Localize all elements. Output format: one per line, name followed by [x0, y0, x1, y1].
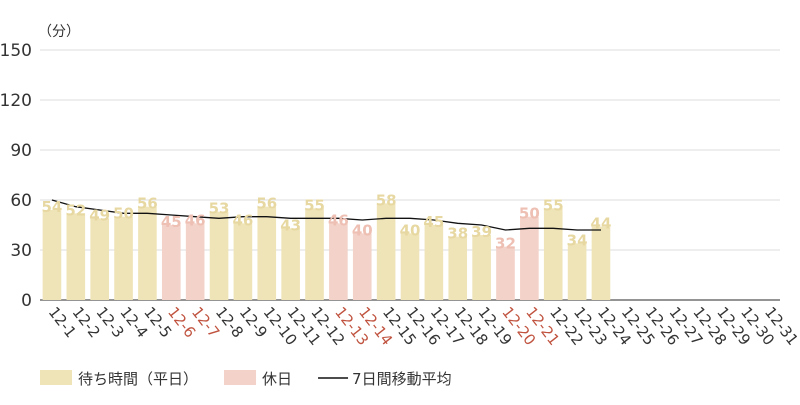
legend-label: 7日間移動平均 — [352, 370, 452, 388]
bar-value-label: 40 — [400, 221, 421, 239]
bar-value-label: 39 — [471, 223, 492, 241]
weekday-bar — [376, 203, 396, 300]
y-axis-ticks: 0 30 60 90 120 150 — [0, 41, 32, 311]
weekday-bar — [591, 226, 611, 300]
bar-value-label: 56 — [256, 195, 277, 213]
bar-value-label: 46 — [328, 211, 349, 229]
bars — [42, 203, 611, 300]
weekday-bar — [257, 206, 277, 300]
weekday-bar — [400, 233, 420, 300]
y-tick-label: 150 — [0, 41, 32, 61]
bar-value-label: 46 — [232, 211, 253, 229]
weekday-bar — [114, 216, 133, 300]
bar-value-label: 44 — [591, 215, 612, 233]
holiday-bar — [352, 233, 372, 300]
y-tick-label: 90 — [10, 141, 32, 161]
weekday-bar — [305, 208, 324, 300]
weekday-bar — [424, 225, 444, 300]
holiday-bar — [185, 223, 205, 300]
legend-swatch — [224, 370, 257, 385]
bar-value-label: 38 — [447, 225, 468, 243]
legend-swatch — [40, 370, 72, 385]
y-tick-label: 120 — [0, 91, 32, 111]
weekday-bar — [567, 243, 587, 300]
legend: 待ち時間（平日） 休日 7日間移動平均 — [40, 370, 452, 388]
weekday-bar — [138, 206, 157, 300]
y-tick-label: 30 — [10, 241, 32, 261]
weekday-bar — [209, 211, 229, 300]
legend-label: 待ち時間（平日） — [78, 370, 198, 388]
x-axis-labels: 12-112-212-312-412-512-612-712-812-912-1… — [45, 303, 800, 348]
holiday-bar — [161, 225, 181, 300]
bar-value-label: 34 — [567, 231, 588, 249]
holiday-bar — [496, 246, 515, 300]
bar-value-label: 40 — [352, 221, 373, 239]
y-tick-label: 60 — [10, 191, 32, 211]
bar-value-label: 50 — [113, 205, 134, 223]
holiday-bar — [520, 216, 539, 300]
bar-value-label: 55 — [304, 196, 325, 214]
bar-value-label: 56 — [137, 195, 158, 213]
weekday-bar — [543, 208, 563, 300]
bar-value-label: 43 — [280, 216, 301, 234]
bar-value-label: 46 — [185, 211, 206, 229]
weekday-bar — [281, 228, 300, 300]
bar-value-label: 55 — [543, 196, 564, 214]
weekday-bar — [448, 236, 468, 300]
bar-value-label: 54 — [41, 198, 62, 216]
weekday-bar — [472, 235, 491, 300]
weekday-bar — [233, 223, 253, 300]
bar-value-label: 45 — [161, 213, 182, 231]
moving-average-line — [51, 199, 601, 231]
bar-value-label: 58 — [376, 191, 397, 209]
weekday-bar — [66, 213, 86, 300]
bar-value-label: 45 — [423, 213, 444, 231]
bar-value-label: 53 — [209, 200, 230, 218]
bar-value-label: 49 — [89, 206, 110, 224]
bar-value-label: 52 — [65, 201, 86, 219]
legend-label: 休日 — [262, 370, 292, 388]
y-axis-unit: （分） — [38, 24, 80, 40]
bar-value-label: 50 — [519, 205, 540, 223]
weekday-bar — [90, 218, 109, 300]
y-tick-label: 0 — [21, 291, 32, 311]
holiday-bar — [329, 223, 348, 300]
weekday-bar — [42, 210, 62, 300]
bar-value-label: 32 — [495, 235, 516, 253]
moving-average — [51, 199, 601, 231]
